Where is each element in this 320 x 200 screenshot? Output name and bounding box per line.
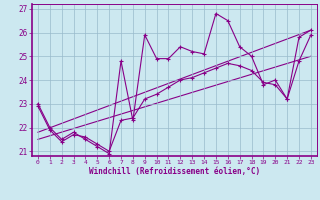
X-axis label: Windchill (Refroidissement éolien,°C): Windchill (Refroidissement éolien,°C) (89, 167, 260, 176)
